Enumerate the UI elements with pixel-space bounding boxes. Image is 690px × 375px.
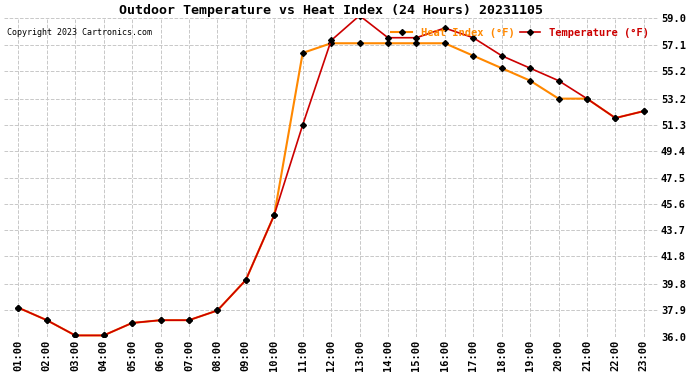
Heat Index (°F) xyxy=(241,278,250,282)
Line: Heat Index (°F): Heat Index (°F) xyxy=(17,41,646,338)
Temperature (°F) xyxy=(71,333,79,338)
Heat Index (°F) xyxy=(43,318,51,322)
Heat Index (°F) xyxy=(14,306,23,310)
Temperature (°F) xyxy=(469,36,477,40)
Temperature (°F) xyxy=(611,116,620,120)
Heat Index (°F) xyxy=(213,308,221,313)
Temperature (°F) xyxy=(441,26,449,30)
Temperature (°F) xyxy=(299,123,307,127)
Temperature (°F) xyxy=(270,213,278,217)
Temperature (°F) xyxy=(412,36,420,40)
Heat Index (°F) xyxy=(469,54,477,58)
Heat Index (°F) xyxy=(299,51,307,55)
Heat Index (°F) xyxy=(185,318,193,322)
Temperature (°F) xyxy=(583,96,591,101)
Temperature (°F) xyxy=(99,333,108,338)
Heat Index (°F) xyxy=(526,78,534,83)
Temperature (°F) xyxy=(157,318,165,322)
Heat Index (°F) xyxy=(71,333,79,338)
Heat Index (°F) xyxy=(327,41,335,45)
Temperature (°F) xyxy=(14,306,23,310)
Temperature (°F) xyxy=(213,308,221,313)
Temperature (°F) xyxy=(497,54,506,58)
Heat Index (°F) xyxy=(583,96,591,101)
Heat Index (°F) xyxy=(412,41,420,45)
Temperature (°F) xyxy=(640,109,648,113)
Temperature (°F) xyxy=(554,78,562,83)
Heat Index (°F) xyxy=(554,96,562,101)
Temperature (°F) xyxy=(128,321,136,325)
Heat Index (°F) xyxy=(441,41,449,45)
Temperature (°F) xyxy=(384,36,392,40)
Heat Index (°F) xyxy=(270,213,278,217)
Temperature (°F) xyxy=(241,278,250,282)
Title: Outdoor Temperature vs Heat Index (24 Hours) 20231105: Outdoor Temperature vs Heat Index (24 Ho… xyxy=(119,4,543,17)
Heat Index (°F) xyxy=(497,66,506,70)
Temperature (°F) xyxy=(43,318,51,322)
Heat Index (°F) xyxy=(157,318,165,322)
Heat Index (°F) xyxy=(355,41,364,45)
Heat Index (°F) xyxy=(99,333,108,338)
Heat Index (°F) xyxy=(128,321,136,325)
Legend: Heat Index (°F), Temperature (°F): Heat Index (°F), Temperature (°F) xyxy=(387,24,653,42)
Heat Index (°F) xyxy=(640,109,648,113)
Temperature (°F) xyxy=(355,13,364,18)
Temperature (°F) xyxy=(185,318,193,322)
Temperature (°F) xyxy=(327,38,335,43)
Text: Copyright 2023 Cartronics.com: Copyright 2023 Cartronics.com xyxy=(8,28,152,37)
Heat Index (°F) xyxy=(384,41,392,45)
Heat Index (°F) xyxy=(611,116,620,120)
Line: Temperature (°F): Temperature (°F) xyxy=(17,13,646,338)
Temperature (°F) xyxy=(526,66,534,70)
